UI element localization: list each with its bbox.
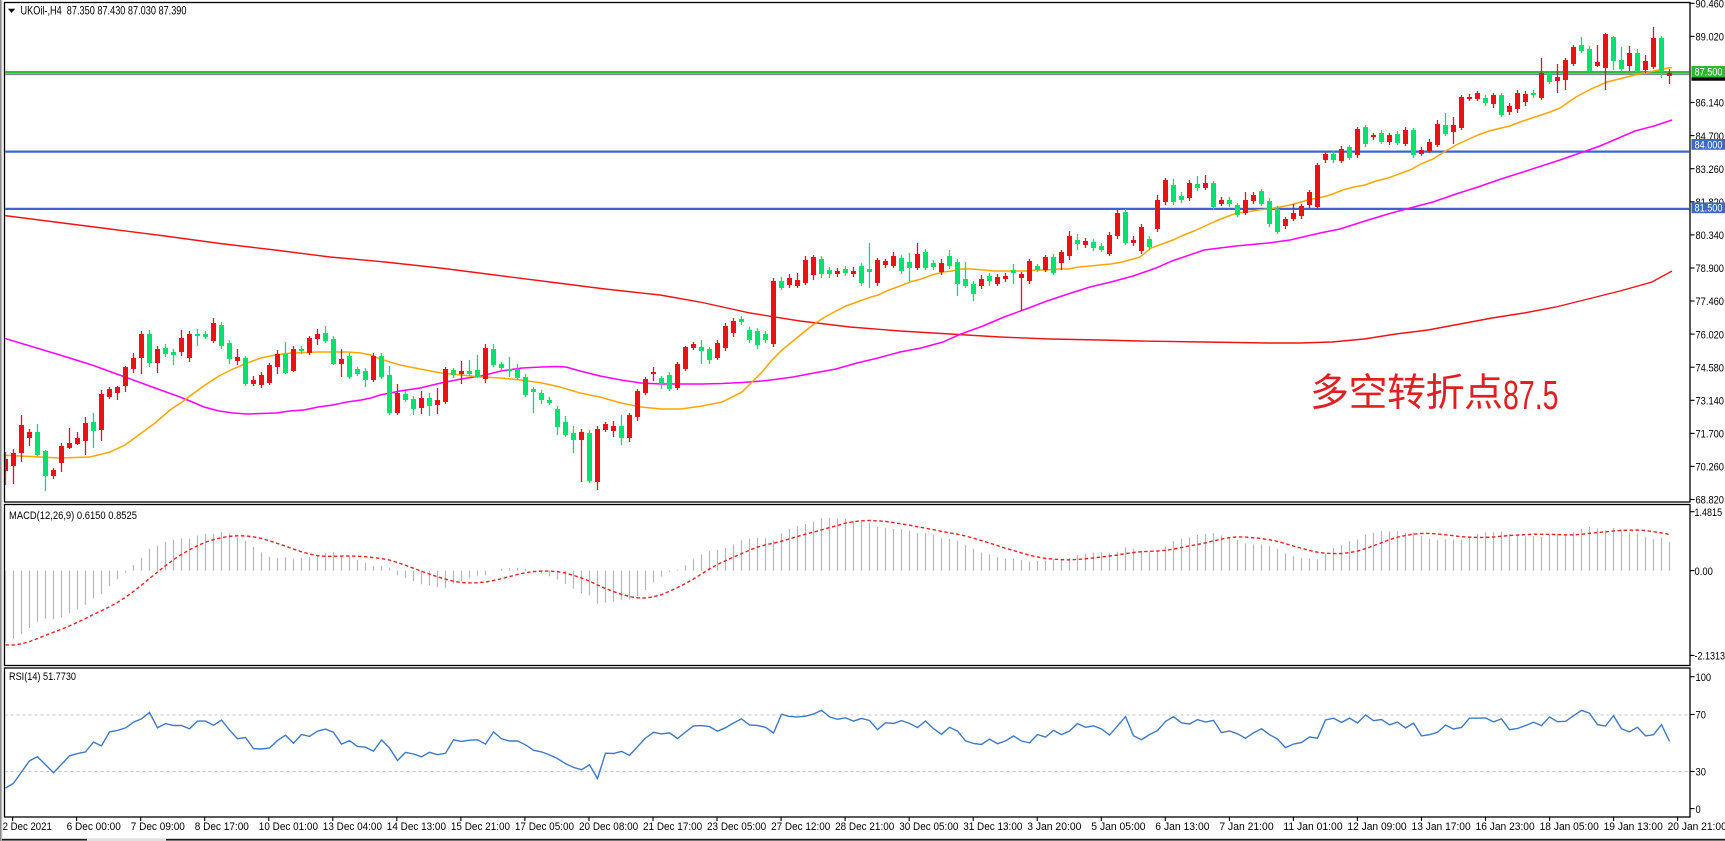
svg-text:23 Dec 05:00: 23 Dec 05:00	[707, 821, 766, 833]
svg-text:1.4815: 1.4815	[1695, 507, 1723, 519]
svg-text:15 Dec 21:00: 15 Dec 21:00	[451, 821, 510, 833]
svg-text:11 Jan 01:00: 11 Jan 01:00	[1283, 821, 1342, 833]
svg-text:31 Dec 13:00: 31 Dec 13:00	[963, 821, 1022, 833]
svg-text:80.340: 80.340	[1696, 230, 1725, 242]
svg-text:71.700: 71.700	[1696, 429, 1725, 441]
svg-text:5 Jan 05:00: 5 Jan 05:00	[1091, 821, 1145, 833]
svg-text:30: 30	[1696, 767, 1706, 779]
svg-text:7 Jan 21:00: 7 Jan 21:00	[1219, 821, 1273, 833]
svg-text:13 Dec 04:00: 13 Dec 04:00	[323, 821, 382, 833]
svg-text:76.020: 76.020	[1696, 329, 1725, 341]
svg-text:6 Jan 13:00: 6 Jan 13:00	[1155, 821, 1209, 833]
svg-text:2 Dec 2021: 2 Dec 2021	[3, 821, 52, 833]
svg-text:70: 70	[1696, 710, 1706, 722]
svg-text:90.460: 90.460	[1696, 0, 1725, 11]
svg-text:3 Jan 20:00: 3 Jan 20:00	[1027, 821, 1081, 833]
svg-text:0.00: 0.00	[1695, 566, 1713, 578]
svg-text:78.900: 78.900	[1696, 263, 1725, 275]
svg-text:12 Jan 09:00: 12 Jan 09:00	[1347, 821, 1406, 833]
svg-text:77.460: 77.460	[1696, 296, 1725, 308]
svg-text:74.580: 74.580	[1696, 362, 1725, 374]
svg-text:83.260: 83.260	[1696, 164, 1725, 176]
svg-text:89.020: 89.020	[1696, 32, 1725, 44]
svg-text:84.000: 84.000	[1695, 139, 1723, 151]
svg-text:20 Dec 08:00: 20 Dec 08:00	[579, 821, 638, 833]
svg-text:-2.1313: -2.1313	[1695, 651, 1725, 663]
svg-text:6 Dec 00:00: 6 Dec 00:00	[67, 821, 121, 833]
svg-text:87.5: 87.5	[1503, 372, 1559, 418]
svg-text:8 Dec 17:00: 8 Dec 17:00	[195, 821, 249, 833]
svg-text:14 Dec 13:00: 14 Dec 13:00	[387, 821, 446, 833]
svg-text:81.500: 81.500	[1695, 203, 1723, 215]
svg-text:UKOil-,H4 87.350 87.430 87.03: UKOil-,H4 87.350 87.430 87.030 87.390	[21, 4, 187, 18]
svg-text:0: 0	[1696, 804, 1701, 816]
svg-text:73.140: 73.140	[1696, 396, 1725, 408]
svg-text:MACD(12,26,9) 0.6150 0.8525: MACD(12,26,9) 0.6150 0.8525	[9, 510, 137, 522]
svg-text:68.820: 68.820	[1696, 495, 1725, 507]
svg-text:30 Dec 05:00: 30 Dec 05:00	[899, 821, 958, 833]
svg-text:18 Jan 05:00: 18 Jan 05:00	[1540, 821, 1599, 833]
svg-text:17 Dec 05:00: 17 Dec 05:00	[515, 821, 574, 833]
svg-text:7 Dec 09:00: 7 Dec 09:00	[131, 821, 185, 833]
svg-text:70.260: 70.260	[1696, 462, 1725, 474]
svg-text:28 Dec 21:00: 28 Dec 21:00	[835, 821, 894, 833]
svg-text:27 Dec 12:00: 27 Dec 12:00	[771, 821, 830, 833]
svg-text:100: 100	[1696, 672, 1712, 684]
svg-text:19 Jan 13:00: 19 Jan 13:00	[1604, 821, 1663, 833]
svg-text:86.140: 86.140	[1696, 98, 1725, 110]
svg-text:87.500: 87.500	[1695, 67, 1723, 79]
svg-text:RSI(14) 51.7730: RSI(14) 51.7730	[9, 671, 76, 683]
svg-text:16 Jan 23:00: 16 Jan 23:00	[1476, 821, 1535, 833]
svg-text:10 Dec 01:00: 10 Dec 01:00	[259, 821, 318, 833]
svg-text:13 Jan 17:00: 13 Jan 17:00	[1412, 821, 1471, 833]
svg-text:21 Dec 17:00: 21 Dec 17:00	[643, 821, 702, 833]
svg-text:20 Jan 21:00: 20 Jan 21:00	[1668, 821, 1725, 833]
